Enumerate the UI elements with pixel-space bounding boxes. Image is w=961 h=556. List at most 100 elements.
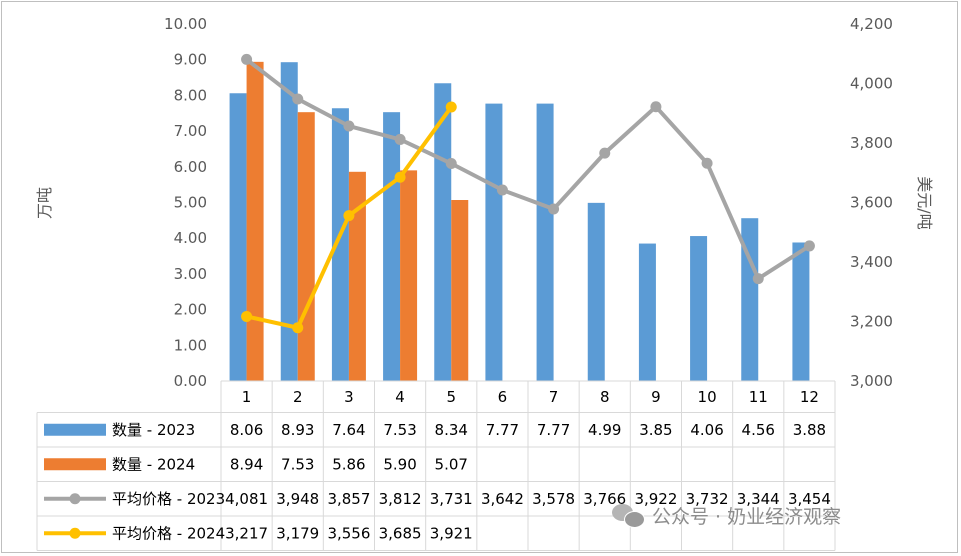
table-cell: 3,578: [532, 490, 575, 508]
price-point-2023: [752, 273, 764, 285]
right-tick-label: 3,600: [850, 194, 893, 212]
table-cell: 8.34: [435, 421, 468, 439]
price-point-2023: [650, 101, 662, 113]
right-tick-label: 3,200: [850, 313, 893, 331]
price-point-2024: [241, 310, 253, 322]
legend-label: 平均价格 - 2024: [112, 524, 225, 542]
bar-2023-month-7: [536, 103, 554, 382]
category-label: 11: [749, 388, 768, 406]
price-point-2023: [548, 203, 560, 215]
price-point-2024: [292, 322, 304, 334]
legend-label: 数量 - 2024: [112, 455, 195, 473]
line-series: [241, 53, 815, 334]
bar-2023-month-10: [690, 236, 708, 381]
price-point-2023: [292, 93, 304, 105]
table-cell: 7.53: [383, 421, 416, 439]
bar-2024-month-1: [246, 61, 264, 381]
table-cell: 3,922: [634, 490, 677, 508]
price-point-2023: [241, 53, 253, 65]
table-cell: 4.06: [690, 421, 723, 439]
table-cell: 3,556: [327, 524, 370, 542]
bar-2024-month-2: [297, 112, 315, 381]
legend-label: 平均价格 - 2023: [112, 490, 225, 508]
table-cell: 4.99: [588, 421, 621, 439]
table-cell: 3,948: [276, 490, 319, 508]
left-tick-label: 7.00: [174, 122, 207, 140]
price-point-2024: [343, 210, 355, 222]
category-label: 1: [242, 388, 252, 406]
right-tick-label: 3,400: [850, 253, 893, 271]
table-cell: 3.85: [639, 421, 672, 439]
right-tick-label: 4,000: [850, 75, 893, 93]
table-cell: 3,217: [225, 524, 268, 542]
left-tick-label: 8.00: [174, 86, 207, 104]
table-cell: 3,732: [686, 490, 729, 508]
category-label: 12: [800, 388, 819, 406]
legend-marker: [69, 527, 81, 539]
watermark: 公众号 · 奶业经济观察: [612, 500, 841, 530]
price-point-2023: [394, 133, 406, 145]
table-cell: 3,344: [737, 490, 780, 508]
table-cell: 3,812: [379, 490, 422, 508]
bar-2023-month-2: [280, 62, 298, 381]
table-cell: 5.90: [383, 455, 416, 473]
category-label: 8: [600, 388, 610, 406]
bar-2023-month-6: [485, 103, 503, 382]
category-label: 4: [395, 388, 405, 406]
price-point-2023: [496, 184, 508, 196]
table-cell: 7.64: [332, 421, 365, 439]
table-cell: 7.77: [537, 421, 570, 439]
table-cell: 4.56: [742, 421, 775, 439]
left-tick-label: 1.00: [174, 336, 207, 354]
price-point-2023: [343, 120, 355, 132]
category-label: 7: [549, 388, 559, 406]
left-tick-label: 0.00: [174, 372, 207, 390]
category-label: 5: [446, 388, 456, 406]
left-tick-label: 3.00: [174, 265, 207, 283]
left-tick-label: 5.00: [174, 194, 207, 212]
price-point-2023: [701, 157, 713, 169]
right-axis-title: 美元/吨: [915, 176, 934, 229]
right-tick-label: 3,800: [850, 134, 893, 152]
bar-2023-month-8: [587, 202, 605, 381]
category-label: 10: [698, 388, 717, 406]
bar-2023-month-1: [229, 93, 247, 382]
table-cell: 8.94: [230, 455, 263, 473]
legend-swatch: [44, 458, 106, 471]
legend-label: 数量 - 2023: [112, 421, 195, 439]
table-cell: 3,685: [379, 524, 422, 542]
table-cell: 3,857: [327, 490, 370, 508]
legend-swatch: [44, 423, 106, 436]
price-point-2024: [394, 171, 406, 183]
category-label: 6: [498, 388, 508, 406]
price-point-2024: [445, 101, 457, 113]
price-point-2023: [599, 147, 611, 159]
table-cell: 8.93: [281, 421, 314, 439]
left-axis-title: 万吨: [35, 187, 54, 219]
watermark-text: 公众号 · 奶业经济观察: [652, 505, 842, 528]
bar-2024-month-4: [400, 170, 418, 381]
table-cell: 3,921: [430, 524, 473, 542]
table-cell: 7.77: [486, 421, 519, 439]
right-tick-label: 4,200: [850, 15, 893, 33]
price-line-2023: [245, 57, 811, 281]
bar-2023-month-11: [741, 218, 759, 381]
bar-2023-month-12: [792, 242, 810, 381]
bar-2023-month-4: [383, 112, 401, 381]
price-point-2023: [445, 158, 457, 170]
table-cell: 4,081: [225, 490, 268, 508]
table-cell: 8.06: [230, 421, 263, 439]
category-label: 9: [651, 388, 661, 406]
category-label: 3: [344, 388, 354, 406]
left-tick-label: 2.00: [174, 301, 207, 319]
bar-2023-month-9: [638, 243, 656, 381]
bar-2023-month-3: [331, 108, 349, 381]
bar-2024-month-3: [348, 171, 366, 381]
table-cell: 5.07: [435, 455, 468, 473]
bar-series: [229, 61, 810, 382]
table-cell: 5.86: [332, 455, 365, 473]
table-cell: 3,731: [430, 490, 473, 508]
wechat-icon: [612, 502, 646, 528]
